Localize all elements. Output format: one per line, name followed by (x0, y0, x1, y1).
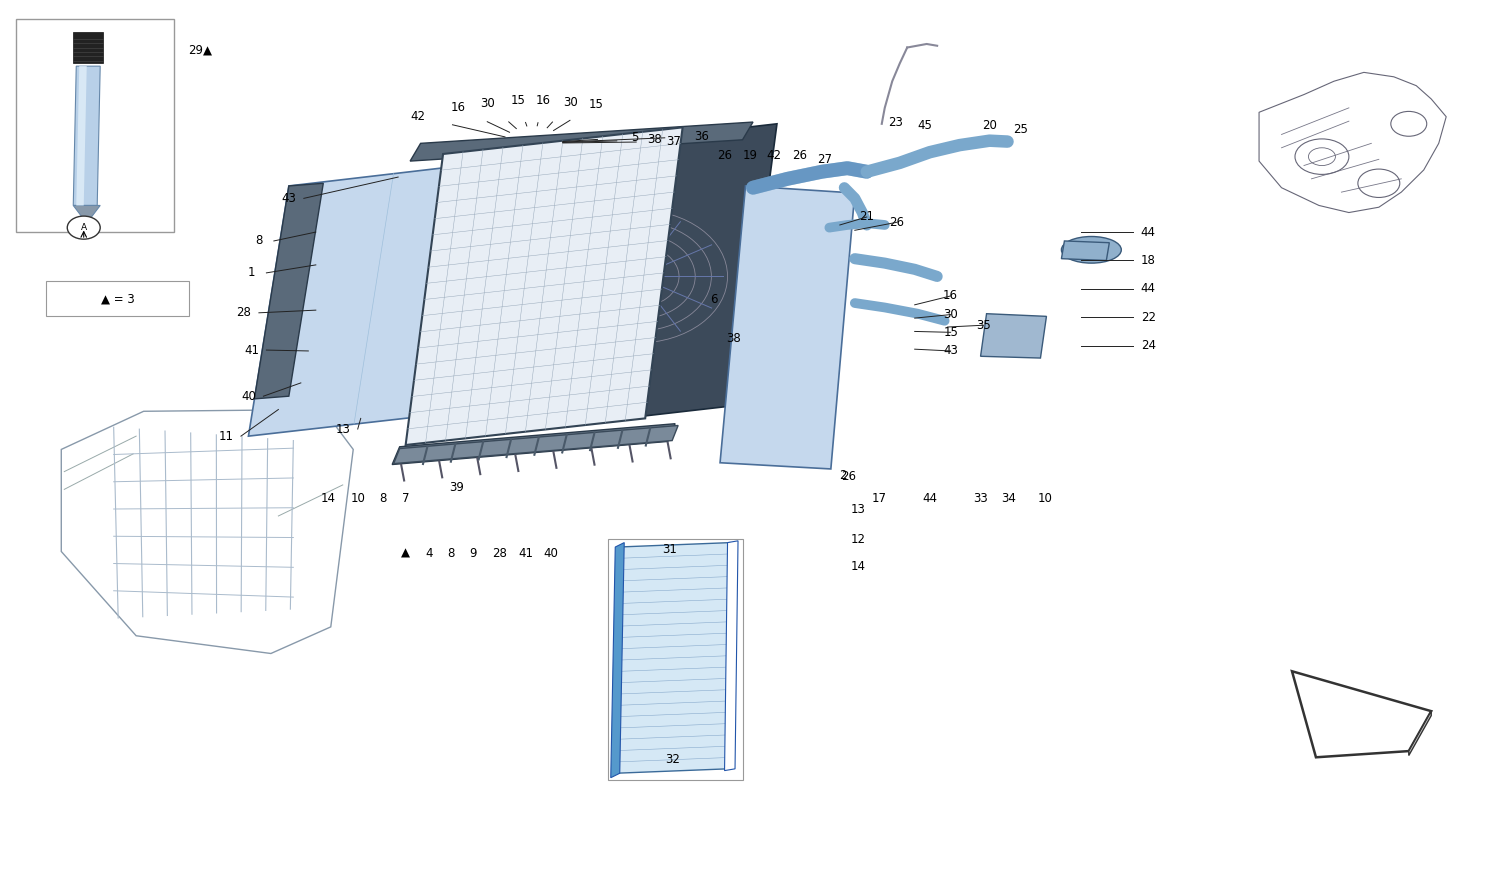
Text: 9: 9 (470, 546, 477, 560)
Text: 37: 37 (666, 135, 681, 148)
Text: 8: 8 (380, 492, 387, 505)
Text: 28: 28 (492, 546, 507, 560)
Text: 16: 16 (450, 101, 465, 114)
Polygon shape (1292, 671, 1431, 757)
Text: 24: 24 (1142, 339, 1156, 352)
Text: 38: 38 (646, 134, 662, 146)
Text: 17: 17 (871, 492, 886, 505)
Text: 14: 14 (850, 560, 865, 573)
Text: 41: 41 (518, 546, 532, 560)
Text: 11: 11 (219, 430, 234, 442)
Polygon shape (530, 124, 777, 429)
Text: 42: 42 (410, 110, 424, 123)
Text: 20: 20 (982, 119, 998, 132)
Text: 29▲: 29▲ (189, 44, 213, 57)
Text: 40: 40 (543, 546, 558, 560)
Text: 30: 30 (562, 96, 578, 109)
Bar (46, 281, 189, 316)
Text: 15: 15 (944, 326, 958, 339)
Text: 18: 18 (1142, 254, 1155, 267)
Text: 42: 42 (766, 150, 782, 162)
Text: 30: 30 (480, 97, 495, 110)
Bar (74, 32, 104, 63)
Text: 36: 36 (694, 130, 709, 142)
Text: 15: 15 (588, 98, 603, 111)
Bar (608, 539, 742, 781)
Text: 45: 45 (918, 119, 933, 132)
Text: 44: 44 (1142, 282, 1156, 295)
Text: 28: 28 (237, 306, 252, 320)
Text: A: A (81, 223, 87, 232)
Text: 13: 13 (336, 423, 350, 435)
Polygon shape (405, 127, 682, 445)
Ellipse shape (626, 268, 650, 286)
Ellipse shape (1062, 237, 1122, 263)
Text: 32: 32 (664, 754, 680, 766)
Polygon shape (981, 313, 1047, 358)
Text: 16: 16 (536, 94, 550, 108)
Text: ▲ = 3: ▲ = 3 (100, 292, 135, 305)
Text: 8: 8 (255, 234, 262, 247)
Text: 10: 10 (1038, 492, 1053, 505)
Text: 25: 25 (1014, 123, 1029, 135)
Text: 34: 34 (1002, 492, 1017, 505)
Text: 26: 26 (717, 150, 732, 162)
Text: 16: 16 (944, 289, 958, 303)
Polygon shape (74, 66, 100, 206)
Text: 30: 30 (944, 308, 958, 321)
Polygon shape (724, 541, 738, 771)
Text: 19: 19 (742, 150, 758, 162)
Polygon shape (615, 543, 730, 773)
Text: 27: 27 (818, 153, 833, 166)
Text: 10: 10 (351, 492, 364, 505)
Text: 26: 26 (842, 470, 856, 482)
Polygon shape (1062, 241, 1110, 261)
Polygon shape (249, 145, 638, 436)
Text: 23: 23 (888, 117, 903, 129)
Text: 13: 13 (850, 503, 865, 516)
Text: 35: 35 (976, 319, 992, 332)
Text: ▲: ▲ (400, 546, 410, 560)
Text: 14: 14 (321, 492, 336, 505)
Polygon shape (720, 186, 855, 469)
Text: 21: 21 (859, 210, 874, 223)
Text: 31: 31 (662, 543, 676, 556)
Polygon shape (610, 543, 624, 778)
Text: 1: 1 (248, 266, 255, 279)
Text: 41: 41 (244, 344, 260, 357)
Polygon shape (76, 66, 87, 206)
Text: 33: 33 (974, 492, 988, 505)
Text: 15: 15 (510, 94, 525, 108)
Polygon shape (74, 206, 100, 223)
Text: 7: 7 (402, 492, 410, 505)
Text: 5: 5 (632, 131, 639, 143)
Text: 8: 8 (447, 546, 454, 560)
Text: 4: 4 (426, 546, 433, 560)
Polygon shape (410, 122, 753, 161)
Text: 2: 2 (839, 469, 846, 481)
Text: 44: 44 (1142, 225, 1156, 239)
Ellipse shape (68, 216, 100, 239)
Bar (16, 19, 174, 232)
Text: 44: 44 (922, 492, 938, 505)
Polygon shape (1408, 711, 1431, 756)
Text: 6: 6 (711, 293, 718, 306)
Text: 40: 40 (242, 390, 256, 402)
Text: 12: 12 (850, 532, 865, 546)
Text: 43: 43 (282, 192, 297, 205)
Polygon shape (393, 425, 678, 464)
Polygon shape (392, 424, 675, 465)
Polygon shape (255, 183, 324, 399)
Text: 39: 39 (448, 481, 464, 494)
Text: 43: 43 (944, 344, 958, 358)
Text: 26: 26 (792, 150, 807, 162)
Text: 38: 38 (726, 332, 741, 345)
Text: 26: 26 (890, 215, 904, 229)
Text: 22: 22 (1142, 311, 1156, 324)
